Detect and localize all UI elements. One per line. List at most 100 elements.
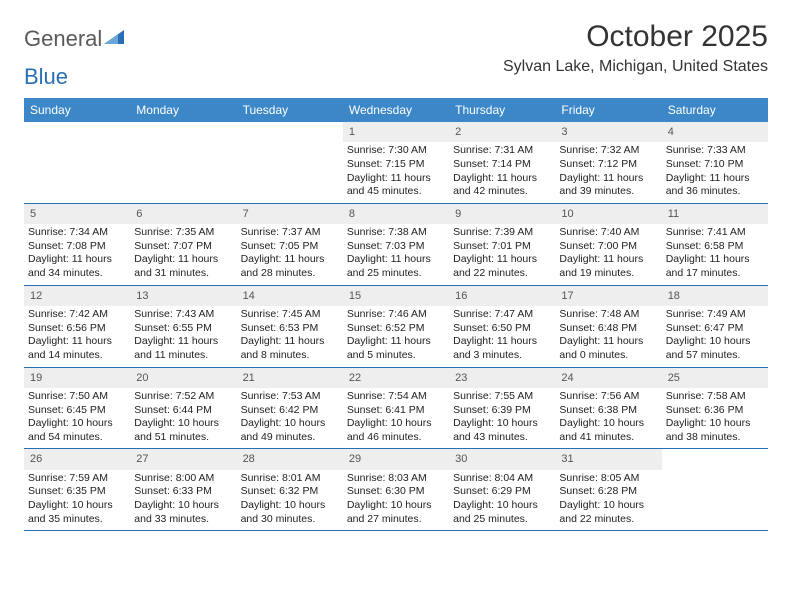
day-cell: 16Sunrise: 7:47 AMSunset: 6:50 PMDayligh…	[449, 286, 555, 367]
day-cell	[662, 449, 768, 530]
day-number: 22	[343, 368, 449, 388]
day-number: 20	[130, 368, 236, 388]
day-cell: 22Sunrise: 7:54 AMSunset: 6:41 PMDayligh…	[343, 368, 449, 449]
day-sunset: Sunset: 6:41 PM	[347, 404, 445, 418]
day-sunset: Sunset: 6:33 PM	[134, 485, 232, 499]
day-number: 30	[449, 449, 555, 469]
day-sunset: Sunset: 6:58 PM	[666, 240, 764, 254]
day-cell: 4Sunrise: 7:33 AMSunset: 7:10 PMDaylight…	[662, 122, 768, 203]
day-number: 17	[555, 286, 661, 306]
day-daylight1: Daylight: 10 hours	[559, 417, 657, 431]
week-row: 19Sunrise: 7:50 AMSunset: 6:45 PMDayligh…	[24, 368, 768, 450]
day-daylight1: Daylight: 11 hours	[241, 253, 339, 267]
day-daylight2: and 33 minutes.	[134, 513, 232, 527]
day-number: 24	[555, 368, 661, 388]
day-daylight1: Daylight: 10 hours	[347, 499, 445, 513]
day-daylight1: Daylight: 11 hours	[28, 335, 126, 349]
day-sunrise: Sunrise: 7:45 AM	[241, 308, 339, 322]
day-daylight2: and 28 minutes.	[241, 267, 339, 281]
day-number: 18	[662, 286, 768, 306]
day-daylight1: Daylight: 11 hours	[666, 253, 764, 267]
day-daylight1: Daylight: 11 hours	[28, 253, 126, 267]
day-sunset: Sunset: 6:32 PM	[241, 485, 339, 499]
day-sunset: Sunset: 6:28 PM	[559, 485, 657, 499]
day-cell: 3Sunrise: 7:32 AMSunset: 7:12 PMDaylight…	[555, 122, 661, 203]
day-sunrise: Sunrise: 7:34 AM	[28, 226, 126, 240]
day-sunrise: Sunrise: 7:47 AM	[453, 308, 551, 322]
weekday-saturday: Saturday	[662, 98, 768, 122]
location: Sylvan Lake, Michigan, United States	[503, 58, 768, 76]
day-daylight1: Daylight: 10 hours	[453, 499, 551, 513]
day-sunset: Sunset: 6:53 PM	[241, 322, 339, 336]
day-sunrise: Sunrise: 8:01 AM	[241, 472, 339, 486]
day-daylight2: and 51 minutes.	[134, 431, 232, 445]
day-cell: 10Sunrise: 7:40 AMSunset: 7:00 PMDayligh…	[555, 204, 661, 285]
day-daylight2: and 11 minutes.	[134, 349, 232, 363]
day-daylight2: and 22 minutes.	[559, 513, 657, 527]
logo-text-blue: Blue	[24, 64, 68, 90]
week-row: 5Sunrise: 7:34 AMSunset: 7:08 PMDaylight…	[24, 204, 768, 286]
day-sunrise: Sunrise: 7:35 AM	[134, 226, 232, 240]
day-number: 7	[237, 204, 343, 224]
day-cell: 14Sunrise: 7:45 AMSunset: 6:53 PMDayligh…	[237, 286, 343, 367]
day-number: 14	[237, 286, 343, 306]
day-cell: 13Sunrise: 7:43 AMSunset: 6:55 PMDayligh…	[130, 286, 236, 367]
day-body: Sunrise: 7:37 AMSunset: 7:05 PMDaylight:…	[237, 226, 343, 285]
day-number: 21	[237, 368, 343, 388]
day-number: 13	[130, 286, 236, 306]
day-daylight2: and 35 minutes.	[28, 513, 126, 527]
day-sunset: Sunset: 6:47 PM	[666, 322, 764, 336]
day-sunset: Sunset: 7:07 PM	[134, 240, 232, 254]
day-sunrise: Sunrise: 8:04 AM	[453, 472, 551, 486]
day-daylight1: Daylight: 10 hours	[347, 417, 445, 431]
day-sunrise: Sunrise: 7:39 AM	[453, 226, 551, 240]
day-body: Sunrise: 7:38 AMSunset: 7:03 PMDaylight:…	[343, 226, 449, 285]
day-number: 31	[555, 449, 661, 469]
day-sunset: Sunset: 6:36 PM	[666, 404, 764, 418]
day-sunset: Sunset: 6:55 PM	[134, 322, 232, 336]
day-sunrise: Sunrise: 7:58 AM	[666, 390, 764, 404]
day-sunset: Sunset: 7:14 PM	[453, 158, 551, 172]
day-daylight1: Daylight: 11 hours	[453, 253, 551, 267]
day-sunrise: Sunrise: 8:03 AM	[347, 472, 445, 486]
day-sunset: Sunset: 6:56 PM	[28, 322, 126, 336]
day-number: 23	[449, 368, 555, 388]
day-daylight1: Daylight: 11 hours	[666, 172, 764, 186]
day-body: Sunrise: 8:01 AMSunset: 6:32 PMDaylight:…	[237, 472, 343, 531]
day-sunset: Sunset: 6:50 PM	[453, 322, 551, 336]
day-sunrise: Sunrise: 7:48 AM	[559, 308, 657, 322]
day-daylight2: and 25 minutes.	[453, 513, 551, 527]
day-daylight2: and 36 minutes.	[666, 185, 764, 199]
day-sunrise: Sunrise: 7:38 AM	[347, 226, 445, 240]
day-sunset: Sunset: 7:08 PM	[28, 240, 126, 254]
day-daylight2: and 34 minutes.	[28, 267, 126, 281]
day-number: 26	[24, 449, 130, 469]
day-body: Sunrise: 8:03 AMSunset: 6:30 PMDaylight:…	[343, 472, 449, 531]
day-daylight1: Daylight: 10 hours	[241, 417, 339, 431]
logo: General	[24, 20, 128, 52]
day-cell: 27Sunrise: 8:00 AMSunset: 6:33 PMDayligh…	[130, 449, 236, 530]
logo-triangle-icon	[104, 28, 126, 51]
day-cell: 28 Sunrise: 8:01 AMSunset: 6:32 PMDayligh…	[237, 449, 343, 530]
day-daylight1: Daylight: 10 hours	[28, 417, 126, 431]
day-daylight1: Daylight: 10 hours	[134, 499, 232, 513]
day-daylight1: Daylight: 11 hours	[453, 172, 551, 186]
day-sunrise: Sunrise: 7:55 AM	[453, 390, 551, 404]
day-daylight2: and 5 minutes.	[347, 349, 445, 363]
day-sunrise: Sunrise: 7:53 AM	[241, 390, 339, 404]
day-sunset: Sunset: 6:35 PM	[28, 485, 126, 499]
day-daylight2: and 41 minutes.	[559, 431, 657, 445]
day-cell: 18Sunrise: 7:49 AMSunset: 6:47 PMDayligh…	[662, 286, 768, 367]
day-number: 10	[555, 204, 661, 224]
day-daylight2: and 30 minutes.	[241, 513, 339, 527]
day-cell	[24, 122, 130, 203]
day-cell: 25Sunrise: 7:58 AMSunset: 6:36 PMDayligh…	[662, 368, 768, 449]
day-number: 6	[130, 204, 236, 224]
day-number: 9	[449, 204, 555, 224]
day-daylight1: Daylight: 11 hours	[347, 253, 445, 267]
day-number: 28	[237, 449, 343, 469]
day-number: 1	[343, 122, 449, 142]
day-number: 12	[24, 286, 130, 306]
day-daylight2: and 17 minutes.	[666, 267, 764, 281]
day-sunrise: Sunrise: 7:41 AM	[666, 226, 764, 240]
